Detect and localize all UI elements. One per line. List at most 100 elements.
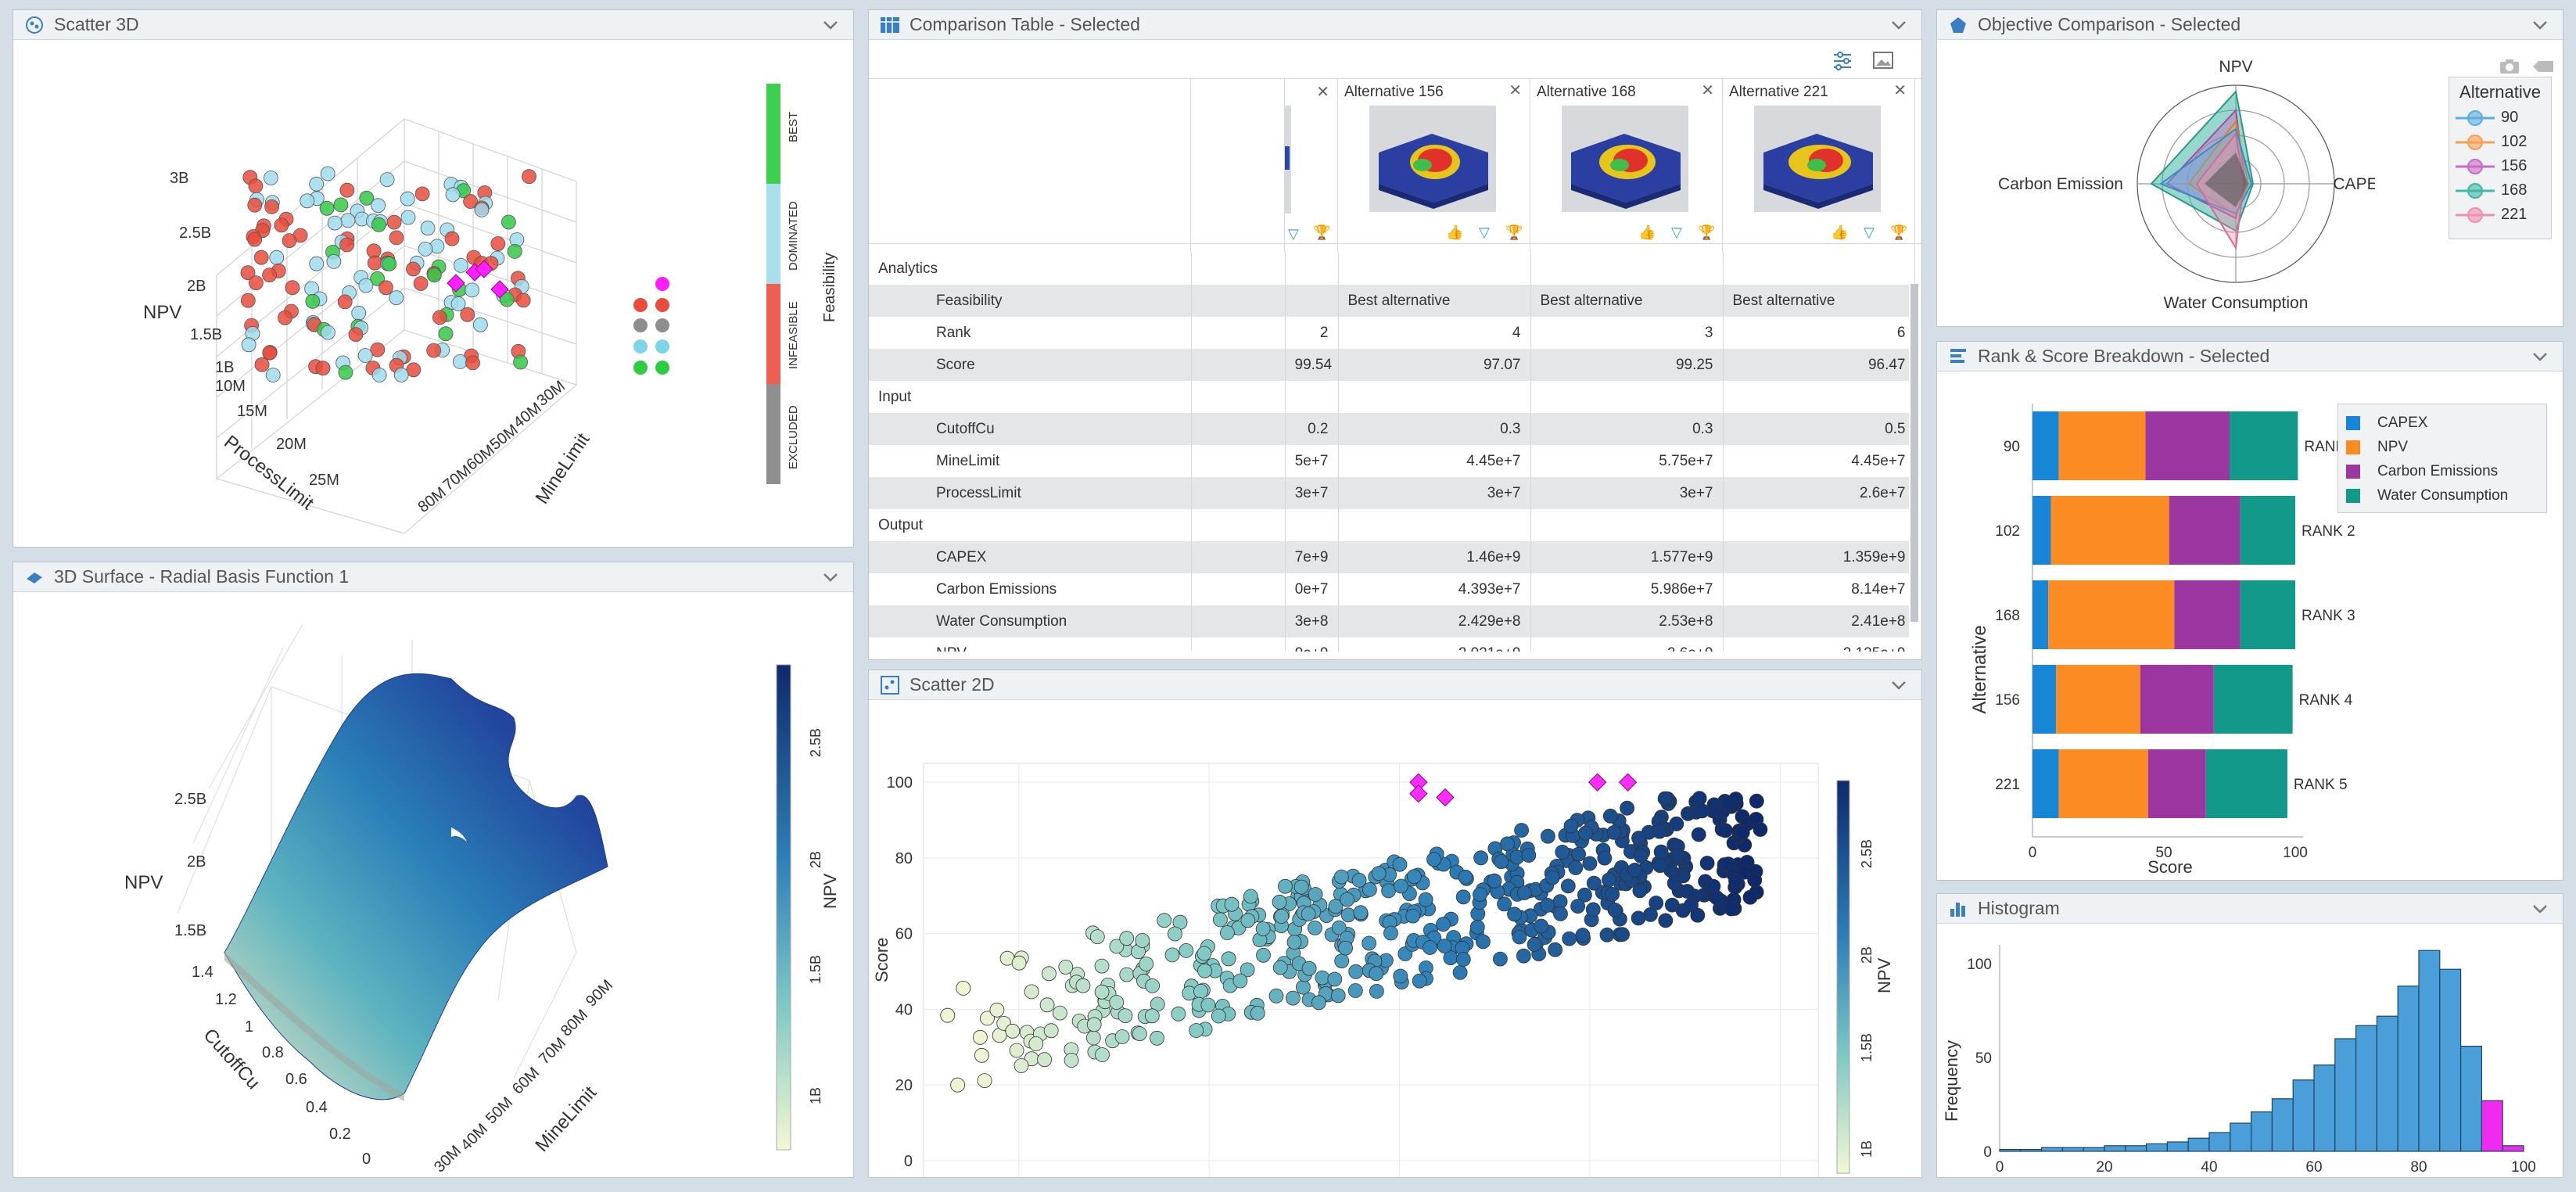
trophy-icon[interactable]: 🏆	[1505, 224, 1523, 240]
scatter-point[interactable]	[1268, 988, 1284, 1004]
scatter-point[interactable]	[1197, 946, 1212, 961]
histogram-bar[interactable]	[2481, 1100, 2503, 1152]
scatter-point[interactable]	[1383, 925, 1398, 941]
scatter-point[interactable]	[1393, 968, 1408, 984]
scatter-point[interactable]	[1064, 1053, 1079, 1068]
scatter-point[interactable]	[1473, 887, 1487, 903]
scatter3d-point[interactable]	[371, 198, 386, 214]
stacked-bar-segment[interactable]	[2032, 580, 2049, 649]
thumbs-up-icon[interactable]: 👍	[1638, 224, 1656, 240]
scatter3d-point[interactable]	[264, 199, 280, 214]
scatter-point[interactable]	[1164, 947, 1180, 963]
scatter-point[interactable]	[1135, 932, 1150, 948]
scrollbar[interactable]	[1910, 284, 1918, 622]
histogram-bar[interactable]	[2146, 1143, 2169, 1152]
scatter-point[interactable]	[1200, 997, 1216, 1013]
scatter3d-point[interactable]	[444, 231, 460, 246]
scatter-point[interactable]	[1256, 947, 1271, 963]
scatter3d-point[interactable]	[389, 230, 404, 246]
scatter-point[interactable]	[1514, 823, 1529, 838]
scatter-point[interactable]	[1118, 1008, 1133, 1024]
scatter3d-selected-point[interactable]	[447, 274, 465, 293]
scatter-point[interactable]	[1333, 869, 1349, 885]
close-icon[interactable]: ✕	[1701, 82, 1714, 99]
scatter3d-point[interactable]	[507, 243, 522, 259]
scatter3d-point[interactable]	[515, 293, 531, 308]
scatter3d-point[interactable]	[490, 236, 506, 252]
scatter3d-point[interactable]	[309, 176, 325, 192]
scatter3d-selected-point[interactable]	[475, 260, 493, 278]
scatter-point[interactable]	[1109, 995, 1125, 1010]
scatter-point[interactable]	[1351, 872, 1367, 888]
table-section-row[interactable]: Analytics	[869, 253, 1909, 285]
selected-point[interactable]	[1588, 773, 1607, 792]
close-icon[interactable]: ✕	[1316, 84, 1329, 101]
scatter-point[interactable]	[1348, 964, 1364, 979]
scatter-point[interactable]	[1405, 908, 1421, 924]
scatter-point[interactable]	[1340, 892, 1355, 907]
scatter-point[interactable]	[1437, 939, 1452, 953]
scatter-point[interactable]	[1582, 856, 1598, 871]
scatter3d-point[interactable]	[379, 280, 393, 296]
scatter3d-point[interactable]	[282, 233, 297, 249]
scatter-point[interactable]	[1381, 883, 1396, 899]
histogram-bar[interactable]	[2125, 1145, 2147, 1152]
scatter-point[interactable]	[1043, 1023, 1059, 1039]
scatter-point[interactable]	[974, 1047, 989, 1063]
scatter-point[interactable]	[1599, 927, 1615, 942]
stacked-bar-segment[interactable]	[2032, 496, 2051, 565]
scatter-point[interactable]	[1039, 997, 1055, 1013]
scatter-point[interactable]	[1548, 942, 1562, 957]
scatter3d-point[interactable]	[371, 368, 387, 382]
scatter-point[interactable]	[1605, 886, 1620, 902]
scatter3d-point[interactable]	[254, 357, 270, 372]
stacked-bar-segment[interactable]	[2058, 411, 2146, 480]
table-row[interactable]: NPV 9e+92.021e+92.6e+92.125e+9	[869, 637, 1909, 652]
scatter-point[interactable]	[1749, 793, 1764, 809]
scatter3d-point[interactable]	[426, 267, 442, 283]
legend-item[interactable]: NPV	[2346, 435, 2538, 459]
scatter-point[interactable]	[1315, 970, 1330, 986]
trophy-icon[interactable]: 🏆	[1890, 224, 1908, 240]
scatter3d-point[interactable]	[240, 293, 256, 308]
histogram-bar[interactable]	[2187, 1137, 2210, 1152]
stacked-bar-segment[interactable]	[2032, 665, 2057, 734]
histogram-bar[interactable]	[2166, 1141, 2189, 1152]
scatter-point[interactable]	[1308, 920, 1322, 935]
scatter-point[interactable]	[1597, 850, 1613, 866]
close-icon[interactable]: ✕	[1509, 82, 1522, 99]
histogram-bar[interactable]	[2502, 1145, 2524, 1152]
scatter-point[interactable]	[1560, 878, 1576, 894]
scatter-point[interactable]	[1607, 902, 1623, 917]
scatter-point[interactable]	[1193, 984, 1208, 999]
selected-point[interactable]	[1618, 773, 1638, 792]
scatter-point[interactable]	[1728, 873, 1743, 889]
scatter3d-point[interactable]	[348, 327, 364, 343]
scatter-point[interactable]	[1301, 907, 1316, 921]
scatter-point[interactable]	[1497, 896, 1512, 912]
scatter-point[interactable]	[1602, 872, 1616, 888]
scatter-point[interactable]	[1219, 925, 1235, 940]
scatter-point[interactable]	[1369, 983, 1384, 999]
scatter-point[interactable]	[1577, 887, 1592, 903]
table-row[interactable]: Feasibility Best alternative Best alternat…	[869, 285, 1909, 317]
scatter-point[interactable]	[1527, 937, 1542, 953]
scatter3d-point[interactable]	[305, 293, 321, 309]
scatter-point[interactable]	[1452, 964, 1468, 980]
scatter3d-point[interactable]	[367, 255, 382, 271]
scatter3d-point[interactable]	[269, 250, 285, 265]
table-row[interactable]: CutoffCu 0.2 0.3 0.3 0.5	[869, 413, 1909, 445]
scatter-point[interactable]	[1221, 951, 1236, 967]
scatter-point[interactable]	[1494, 854, 1509, 870]
scatter-point[interactable]	[1274, 909, 1290, 924]
chevron-down-icon[interactable]	[820, 567, 841, 587]
scatter-point[interactable]	[977, 1073, 992, 1089]
scatter-point[interactable]	[1695, 803, 1710, 819]
scatter-point[interactable]	[1041, 966, 1057, 982]
scatter3d-point[interactable]	[253, 250, 269, 265]
scatter-point[interactable]	[1562, 931, 1577, 946]
table-row[interactable]: Score 99.54 97.07 99.25 96.47	[869, 349, 1909, 381]
scatter-point[interactable]	[1575, 928, 1591, 942]
histogram-bar[interactable]	[2355, 1025, 2377, 1152]
scatter-point[interactable]	[1423, 940, 1437, 955]
